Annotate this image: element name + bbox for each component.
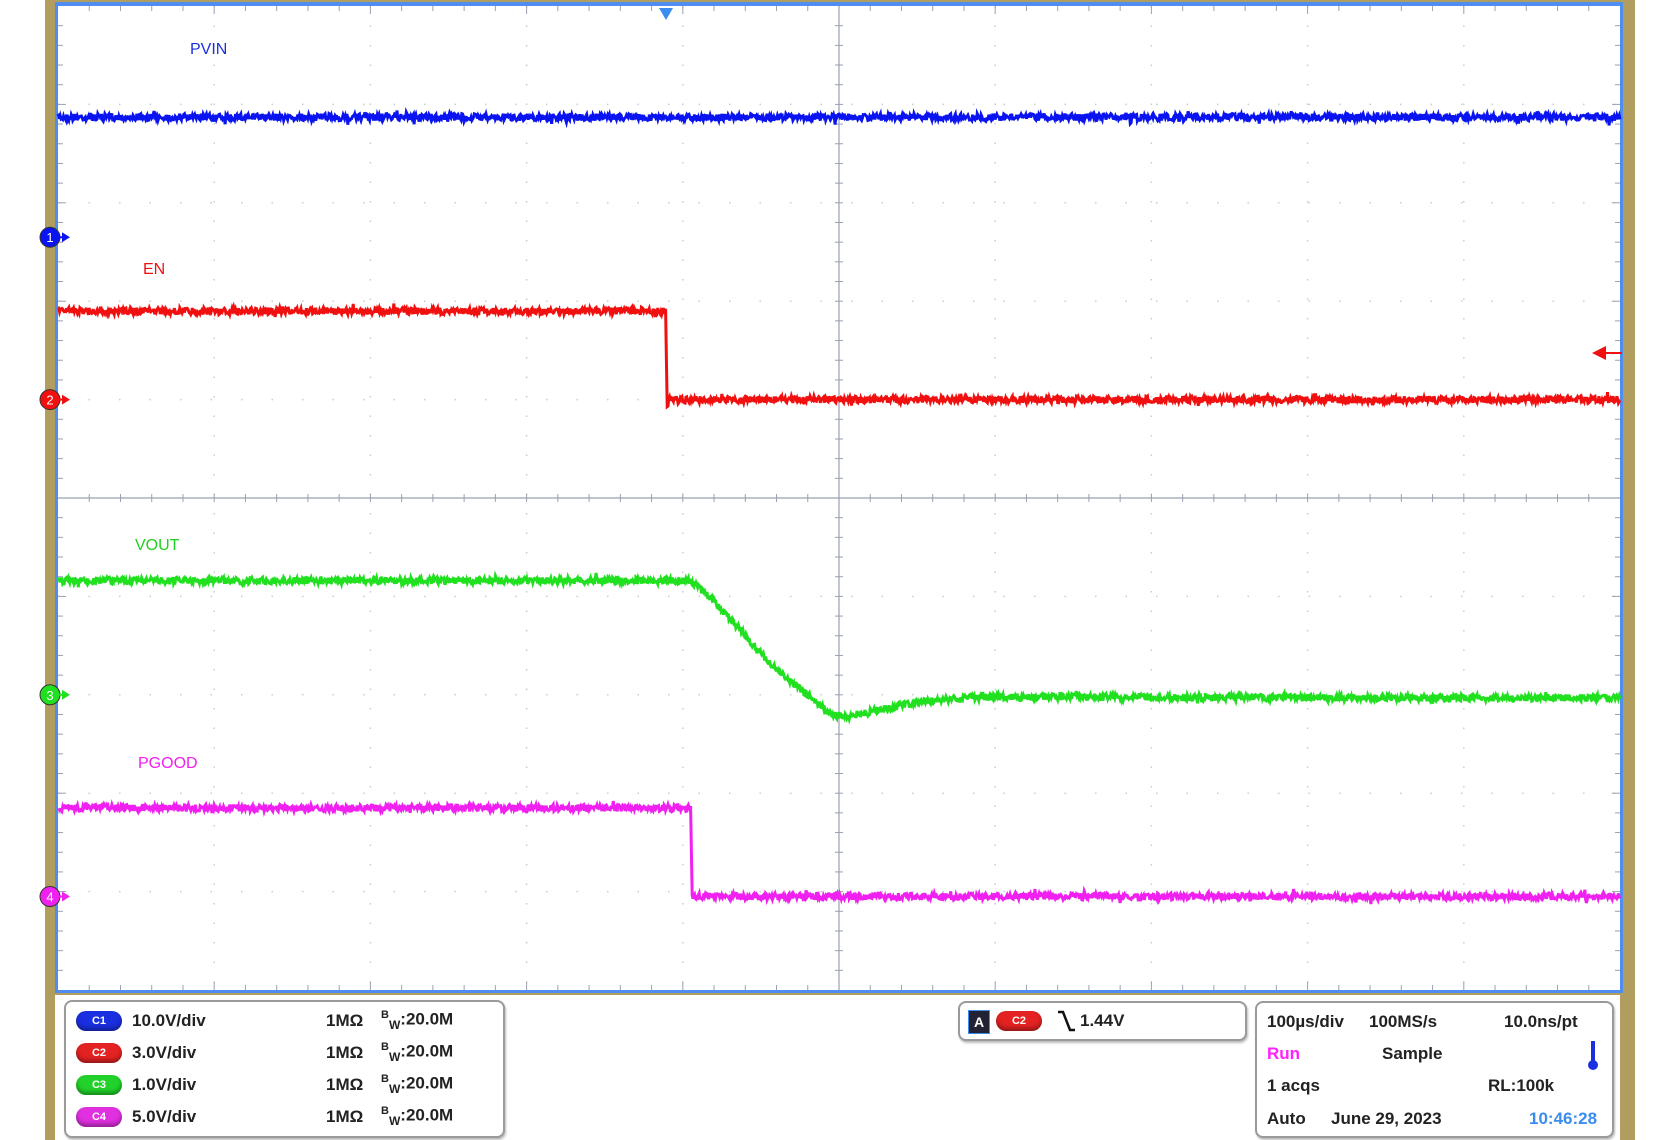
bw-sub: W <box>388 1082 401 1097</box>
trigger-panel[interactable]: A C2 1.44V <box>958 1001 1247 1041</box>
trigger-source-badge: C2 <box>996 1011 1042 1031</box>
sample-rate: 100MS/s <box>1369 1012 1438 1031</box>
channel-badge: C1 <box>76 1011 122 1031</box>
channel-marker-number: 3 <box>46 688 53 703</box>
bw-prefix: B <box>381 1041 389 1054</box>
channel-row-3[interactable]: C3 1.0V/div 1MΩ BW:20.0M <box>76 1072 453 1098</box>
waveform-display: PVIN EN VOUT PGOOD 1 2 3 4 <box>39 6 1622 990</box>
date: June 29, 2023 <box>1331 1109 1442 1128</box>
channel-badge: C2 <box>76 1043 122 1063</box>
trace-pvin <box>56 107 1622 129</box>
bw-prefix: B <box>381 1073 389 1086</box>
channel-bandwidth: BW:20.0M <box>381 1009 453 1032</box>
channel-row-2[interactable]: C2 3.0V/div 1MΩ BW:20.0M <box>76 1040 453 1066</box>
channel-1-ground-marker[interactable]: 1 <box>39 226 70 248</box>
bw-value: :20.0M <box>400 1074 454 1094</box>
record-length: RL:100k <box>1488 1076 1555 1095</box>
channel-impedance: 1MΩ <box>326 1075 364 1094</box>
bw-sub: W <box>388 1018 401 1033</box>
channel-row-4[interactable]: C4 5.0V/div 1MΩ BW:20.0M <box>76 1104 453 1130</box>
channel-marker-number: 4 <box>46 890 53 905</box>
bw-prefix: B <box>381 1009 389 1022</box>
channel-4-ground-marker[interactable]: 4 <box>39 886 70 908</box>
channel-2-ground-marker[interactable]: 2 <box>39 389 70 411</box>
label-pgood: PGOOD <box>138 755 198 772</box>
acquisition-panel: 100µs/div 100MS/s 10.0ns/pt Run Sample 1… <box>1255 1001 1614 1138</box>
trace-vout <box>56 570 1622 725</box>
bw-sub: W <box>388 1050 401 1065</box>
label-en: EN <box>143 261 165 278</box>
falling-edge-icon <box>1058 1010 1075 1032</box>
channel-impedance: 1MΩ <box>326 1043 364 1062</box>
label-pvin: PVIN <box>190 41 227 58</box>
channel-badge: C4 <box>76 1107 122 1127</box>
channel-bandwidth: BW:20.0M <box>381 1073 453 1096</box>
bw-sub: W <box>388 1114 401 1129</box>
trigger-mode: Auto <box>1267 1109 1306 1128</box>
channel-impedance: 1MΩ <box>326 1011 364 1030</box>
thermometer-icon <box>1588 1041 1598 1070</box>
acquisition-count: 1 acqs <box>1267 1076 1320 1095</box>
channel-scale: 10.0V/div <box>132 1011 206 1030</box>
channel-scale: 1.0V/div <box>132 1075 197 1094</box>
bw-value: :20.0M <box>400 1010 454 1030</box>
trigger-level: 1.44V <box>1080 1011 1125 1030</box>
channel-badge: C3 <box>76 1075 122 1095</box>
run-state[interactable]: Run <box>1267 1044 1301 1063</box>
channel-bandwidth: BW:20.0M <box>381 1041 453 1064</box>
trigger-mode-badge: A <box>968 1010 990 1034</box>
time: 10:46:28 <box>1529 1109 1598 1128</box>
channel-impedance: 1MΩ <box>326 1107 364 1126</box>
bw-value: :20.0M <box>400 1106 454 1126</box>
trigger-position-marker[interactable] <box>659 8 673 20</box>
bw-prefix: B <box>381 1105 389 1118</box>
label-vout: VOUT <box>135 537 180 554</box>
traces <box>56 107 1622 906</box>
channel-scale: 5.0V/div <box>132 1107 197 1126</box>
channel-3-ground-marker[interactable]: 3 <box>39 684 70 706</box>
channel-bandwidth: BW:20.0M <box>381 1105 453 1128</box>
bw-value: :20.0M <box>400 1042 454 1062</box>
channel-scale: 3.0V/div <box>132 1043 197 1062</box>
resolution: 10.0ns/pt <box>1504 1012 1578 1031</box>
channel-row-1[interactable]: C1 10.0V/div 1MΩ BW:20.0M <box>76 1008 453 1034</box>
graticule-grid <box>58 6 1620 990</box>
trace-en <box>57 301 1622 410</box>
channel-marker-number: 1 <box>46 230 53 245</box>
acquisition-mode: Sample <box>1382 1044 1443 1063</box>
channel-marker-number: 2 <box>46 393 53 408</box>
channel-settings-panel: C1 10.0V/div 1MΩ BW:20.0M C2 3.0V/div 1MΩ… <box>64 1000 505 1138</box>
trace-pgood <box>57 799 1622 906</box>
trigger-level-arrow[interactable] <box>1592 346 1622 360</box>
timebase: 100µs/div <box>1267 1012 1344 1031</box>
